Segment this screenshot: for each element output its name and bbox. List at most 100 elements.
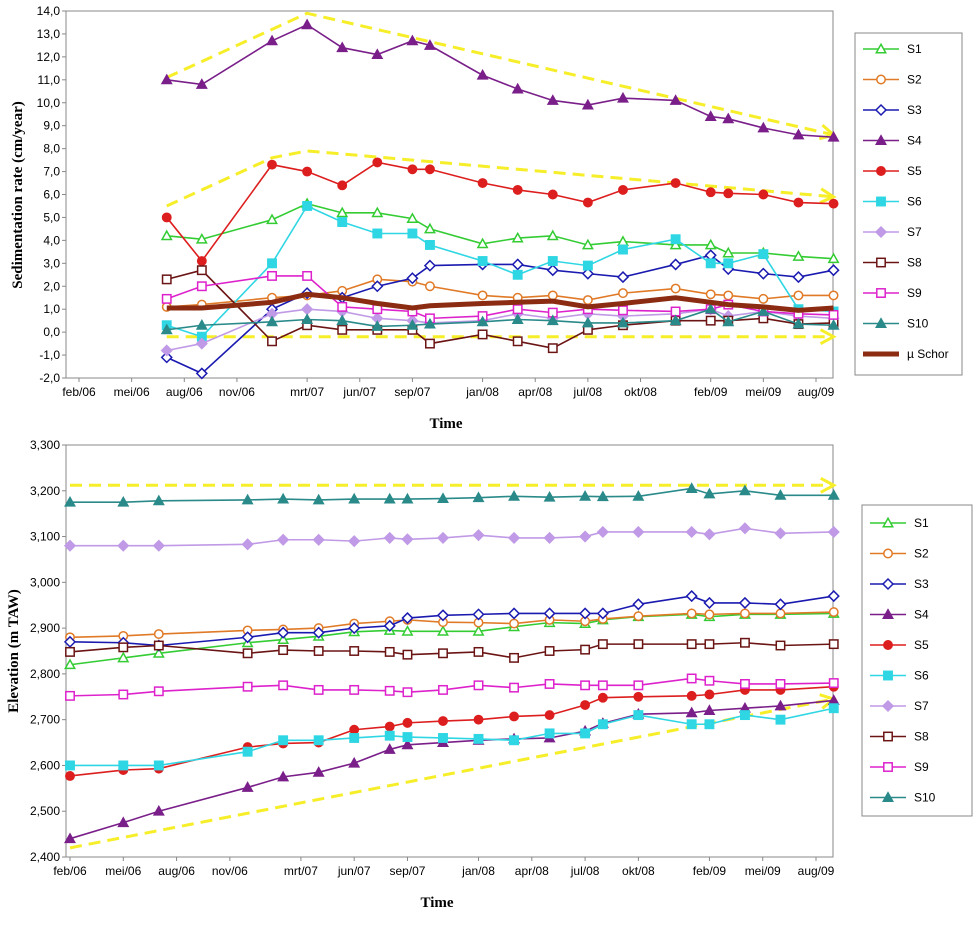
data-point <box>509 711 519 722</box>
legend-label: S9 <box>914 760 929 774</box>
data-point <box>161 212 172 223</box>
data-point <box>63 539 77 552</box>
data-point <box>348 492 361 504</box>
data-point <box>160 229 173 241</box>
legend-marker <box>883 731 893 742</box>
legend-marker <box>883 670 893 681</box>
data-point <box>738 484 751 496</box>
data-point <box>512 269 523 280</box>
data-point <box>758 249 769 260</box>
data-point <box>775 608 786 619</box>
data-point <box>543 607 556 620</box>
series-s7 <box>63 522 840 552</box>
data-point <box>64 832 76 844</box>
y-tick-label: 3,000 <box>30 575 60 589</box>
data-point <box>406 272 419 285</box>
x-tick-label: mei/09 <box>745 864 781 878</box>
data-point <box>792 128 805 140</box>
data-point <box>371 206 384 218</box>
data-point <box>616 316 629 328</box>
data-point <box>582 295 593 305</box>
data-point <box>685 590 698 603</box>
data-point <box>775 640 786 651</box>
legend-label: S2 <box>907 73 922 87</box>
legend-item: S9 <box>870 760 929 774</box>
data-point <box>738 596 752 609</box>
y-tick-label: 10,0 <box>37 96 61 110</box>
legend-item: S4 <box>863 134 922 148</box>
data-point <box>546 264 559 277</box>
y-tick-label: 12,0 <box>37 50 61 64</box>
data-point <box>153 760 164 771</box>
data-point <box>827 252 840 264</box>
data-point <box>618 305 628 316</box>
data-point <box>686 608 697 619</box>
data-point <box>616 91 629 103</box>
data-point <box>580 728 591 739</box>
y-tick-label: 3,0 <box>43 256 60 270</box>
legend-item: S2 <box>870 547 929 561</box>
data-point <box>828 309 839 320</box>
data-point <box>633 611 644 622</box>
data-point <box>406 319 419 330</box>
legend-label: S2 <box>914 547 929 561</box>
legend-label: S10 <box>914 791 936 805</box>
y-tick-label: 3,200 <box>30 484 60 498</box>
legend-label: S1 <box>907 42 922 56</box>
legend-item: S1 <box>870 516 929 530</box>
legend-label: S10 <box>907 317 929 331</box>
data-point <box>827 525 840 539</box>
data-point <box>828 198 839 209</box>
x-tick-label: aug/06 <box>158 864 195 878</box>
series-s9 <box>65 673 839 701</box>
data-point <box>438 716 448 726</box>
x-tick-label: feb/09 <box>693 864 727 878</box>
legend-marker <box>881 577 895 591</box>
data-point <box>117 816 130 828</box>
y-tick-label: 5,0 <box>43 210 60 224</box>
data-point <box>511 313 524 324</box>
data-point <box>152 804 165 816</box>
data-series <box>160 18 840 380</box>
legend-item: S8 <box>870 730 929 744</box>
legend-label: S5 <box>914 638 929 652</box>
data-point <box>278 680 289 691</box>
data-point <box>267 258 277 269</box>
data-point <box>336 41 349 53</box>
data-point <box>266 34 279 46</box>
data-point <box>372 157 383 168</box>
data-point <box>118 689 129 700</box>
data-point <box>704 675 715 686</box>
y-axis-title: Elevation (m TAW) <box>6 589 22 713</box>
legend-item: S7 <box>863 225 922 239</box>
y-tick-label: 2,800 <box>30 667 60 681</box>
data-point <box>544 646 555 656</box>
data-point <box>792 271 805 284</box>
y-tick-label: -2,0 <box>39 371 60 385</box>
data-point <box>509 735 519 746</box>
data-point <box>195 337 208 350</box>
legend-marker <box>876 74 886 85</box>
legend-label: S3 <box>914 577 929 591</box>
data-point <box>195 319 208 330</box>
data-point <box>758 293 769 304</box>
data-point <box>438 648 448 659</box>
data-point <box>704 719 715 730</box>
x-axis-title: Time <box>420 895 453 911</box>
tick-labels: feb/06 mei/06 aug/06 nov/06 mrt/07 jun/07 sep/… <box>37 4 835 399</box>
data-point <box>670 178 681 188</box>
y-axis-title: Sedimentation rate (cm/year) <box>10 101 26 288</box>
data-point <box>509 618 519 629</box>
data-point <box>401 492 414 504</box>
data-point <box>828 639 839 650</box>
data-point <box>302 201 313 211</box>
data-point <box>686 639 697 650</box>
data-point <box>267 336 277 347</box>
x-tick-label: jan/08 <box>465 385 499 399</box>
data-point <box>477 256 488 266</box>
data-point <box>758 189 769 200</box>
data-point <box>64 495 76 507</box>
y-tick-label: 6,0 <box>43 188 60 202</box>
data-point <box>704 689 715 700</box>
data-point <box>436 531 450 544</box>
